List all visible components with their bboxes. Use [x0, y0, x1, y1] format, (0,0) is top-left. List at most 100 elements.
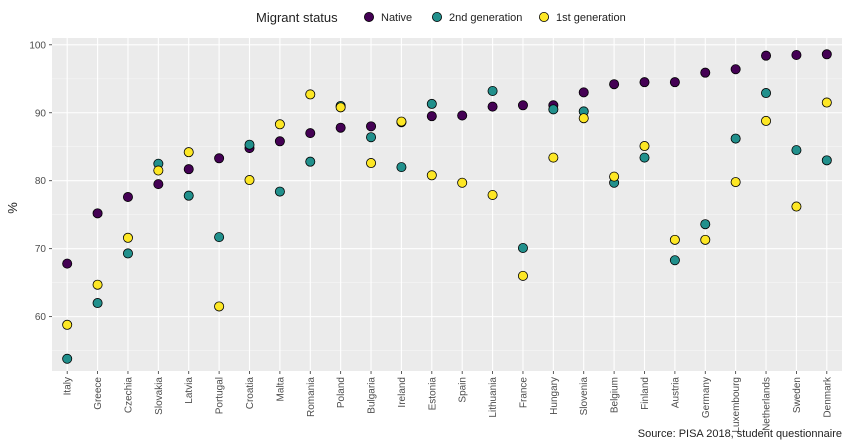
point-native-latvia: [183, 164, 194, 175]
point-1st-generation-sweden: [791, 201, 802, 212]
point-1st-generation-hungary: [548, 152, 559, 163]
point-2nd-generation-romania: [305, 156, 316, 167]
point-2nd-generation-latvia: [183, 190, 194, 201]
legend-item-1st-generation: 1st generation: [539, 11, 626, 24]
point-native-portugal: [214, 153, 225, 164]
x-tick-label: Austria: [670, 377, 681, 409]
point-native-czechia: [122, 192, 133, 203]
point-2nd-generation-austria: [669, 255, 680, 266]
point-native-estonia: [426, 111, 437, 122]
x-tick-label: Portugal: [215, 377, 226, 414]
point-1st-generation-greece: [92, 279, 103, 290]
point-native-italy: [62, 258, 73, 269]
y-axis-label: %: [5, 202, 20, 214]
point-2nd-generation-czechia: [122, 248, 133, 259]
plot-panel: [52, 38, 842, 371]
y-tick-label: 60: [35, 312, 47, 323]
point-1st-generation-croatia: [244, 175, 255, 186]
point-1st-generation-finland: [639, 141, 650, 152]
point-2nd-generation-denmark: [821, 155, 832, 166]
x-tick-label: Denmark: [822, 376, 833, 418]
x-tick-label: France: [518, 377, 529, 409]
x-axis: Italy Greece Czechia Slovakia Latvia Portugal…: [63, 371, 833, 433]
point-native-austria: [669, 77, 680, 88]
point-2nd-generation-lithuania: [487, 86, 498, 97]
point-2nd-generation-sweden: [791, 145, 802, 156]
point-2nd-generation-france: [517, 242, 528, 253]
point-1st-generation-netherlands: [761, 115, 772, 126]
point-native-poland: [335, 122, 346, 133]
point-2nd-generation-ireland: [396, 162, 407, 173]
x-tick-label: Spain: [458, 377, 469, 403]
point-native-france: [517, 100, 528, 111]
x-tick-label: Hungary: [549, 377, 560, 415]
point-native-malta: [274, 136, 285, 147]
point-1st-generation-malta: [274, 119, 285, 130]
point-1st-generation-italy: [62, 319, 73, 330]
x-tick-label: Finland: [640, 377, 651, 410]
point-native-romania: [305, 128, 316, 139]
x-tick-label: Lithuania: [488, 377, 499, 418]
point-2nd-generation-italy: [62, 353, 73, 364]
x-tick-label: Ireland: [397, 377, 408, 408]
point-native-greece: [92, 208, 103, 219]
point-1st-generation-bulgaria: [366, 158, 377, 169]
point-native-denmark: [821, 49, 832, 60]
legend-label-native: Native: [381, 12, 412, 24]
x-tick-label: Germany: [701, 377, 712, 418]
point-native-belgium: [609, 79, 620, 90]
x-tick-label: Luxembourg: [731, 377, 742, 433]
point-2nd-generation-greece: [92, 298, 103, 309]
legend-key-1st-generation: [539, 11, 550, 22]
point-1st-generation-slovenia: [578, 113, 589, 124]
point-2nd-generation-portugal: [214, 232, 225, 243]
legend-title: Migrant status: [256, 10, 338, 25]
x-tick-label: Greece: [93, 377, 104, 410]
source-caption: Source: PISA 2018, student questionnaire: [638, 428, 842, 440]
point-2nd-generation-luxembourg: [730, 133, 741, 144]
legend-label-1st-generation: 1st generation: [556, 12, 626, 24]
x-tick-label: Sweden: [792, 377, 803, 413]
point-native-germany: [700, 67, 711, 78]
y-tick-label: 80: [35, 176, 47, 187]
legend-item-2nd-generation: 2nd generation: [431, 11, 522, 24]
legend-label-2nd-generation: 2nd generation: [449, 12, 522, 24]
data-points: [62, 49, 832, 364]
x-tick-label: Italy: [63, 377, 74, 395]
x-tick-label: Malta: [275, 377, 286, 402]
point-2nd-generation-finland: [639, 152, 650, 163]
x-tick-label: Czechia: [123, 377, 134, 414]
legend-key-2nd-generation: [431, 11, 442, 22]
point-2nd-generation-bulgaria: [366, 132, 377, 143]
point-2nd-generation-netherlands: [761, 88, 772, 99]
y-tick-label: 90: [35, 108, 47, 119]
point-1st-generation-germany: [700, 234, 711, 245]
x-tick-label: Slovenia: [579, 377, 590, 416]
legend-key-native: [363, 11, 374, 22]
point-1st-generation-austria: [669, 234, 680, 245]
point-2nd-generation-hungary: [548, 104, 559, 115]
point-2nd-generation-malta: [274, 186, 285, 197]
x-tick-label: Bulgaria: [367, 377, 378, 414]
legend: Migrant status Native 2nd generation 1st…: [256, 10, 626, 25]
x-tick-label: Poland: [336, 377, 347, 408]
point-1st-generation-portugal: [214, 301, 225, 312]
point-1st-generation-denmark: [821, 97, 832, 108]
point-native-bulgaria: [366, 121, 377, 132]
point-native-spain: [457, 110, 468, 121]
point-2nd-generation-croatia: [244, 139, 255, 150]
x-tick-label: Estonia: [427, 377, 438, 411]
point-1st-generation-slovakia: [153, 165, 164, 176]
point-1st-generation-spain: [457, 177, 468, 188]
y-tick-label: 100: [29, 40, 46, 51]
point-2nd-generation-estonia: [426, 98, 437, 109]
x-tick-label: Romania: [306, 377, 317, 417]
x-tick-label: Slovakia: [154, 377, 165, 415]
point-1st-generation-poland: [335, 102, 346, 113]
y-tick-label: 70: [35, 244, 47, 255]
point-native-slovenia: [578, 87, 589, 98]
point-1st-generation-estonia: [426, 170, 437, 181]
point-native-lithuania: [487, 101, 498, 112]
x-tick-label: Croatia: [245, 377, 256, 410]
point-1st-generation-latvia: [183, 147, 194, 158]
